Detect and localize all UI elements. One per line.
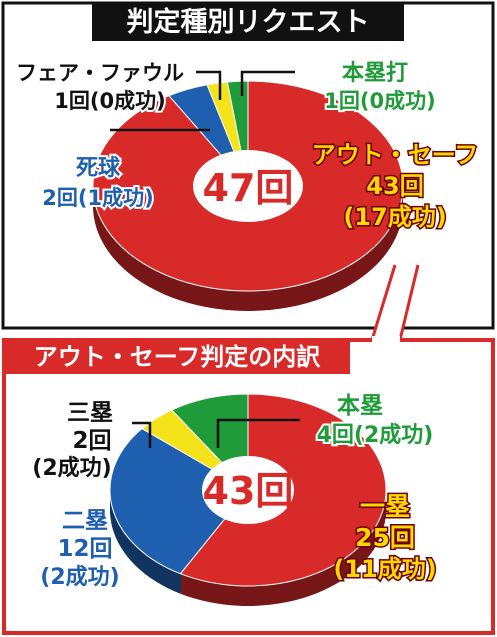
second-base-success: (2成功) xyxy=(40,565,119,590)
out-safe-name: アウト・セーフ xyxy=(312,141,479,169)
out-safe-success: (17成功) xyxy=(343,203,446,231)
home-base-leader xyxy=(216,418,300,448)
home-run-count: 1回(0成功) xyxy=(324,89,435,113)
home-run-leader xyxy=(240,70,295,96)
first-base-success: (11成功) xyxy=(333,555,436,583)
top-title-bar xyxy=(92,3,404,41)
dead-ball-count: 2回(1成功) xyxy=(42,186,153,210)
home-base-count: 4回(2成功) xyxy=(317,423,434,448)
third-base-name: 三塁 xyxy=(67,400,113,426)
out-safe-count: 43回 xyxy=(366,172,423,200)
home-run-name: 本塁打 xyxy=(342,61,408,86)
bottom-title: アウト・セーフ判定の内訳 xyxy=(34,343,322,371)
second_base-slice xyxy=(109,427,249,575)
second-base-count: 12回 xyxy=(57,536,112,562)
fair-foul-count: 1回(0成功) xyxy=(54,89,165,113)
bottom-title-bar xyxy=(4,340,350,374)
third-base-leader xyxy=(132,421,152,448)
pie1-center-hole xyxy=(193,150,303,222)
third-base-success: (2成功) xyxy=(32,456,111,481)
pie2-center-hole xyxy=(202,456,294,524)
first-base-count: 25回 xyxy=(355,523,415,552)
third-base-count: 2回 xyxy=(72,428,111,454)
pie2-total-label: 43回 xyxy=(203,469,294,513)
home-base-name: 本塁 xyxy=(337,393,383,419)
second-base-name: 二塁 xyxy=(62,508,108,534)
dead-ball-name: 死球 xyxy=(76,156,121,181)
pie1-total-label: 47回 xyxy=(203,166,294,210)
top-title: 判定種別リクエスト xyxy=(127,6,370,38)
connector-gap xyxy=(372,336,400,344)
first-base-name: 一塁 xyxy=(360,492,410,521)
fair-foul-leader xyxy=(196,70,222,100)
fair-foul-name: フェア・ファウル xyxy=(16,61,184,85)
